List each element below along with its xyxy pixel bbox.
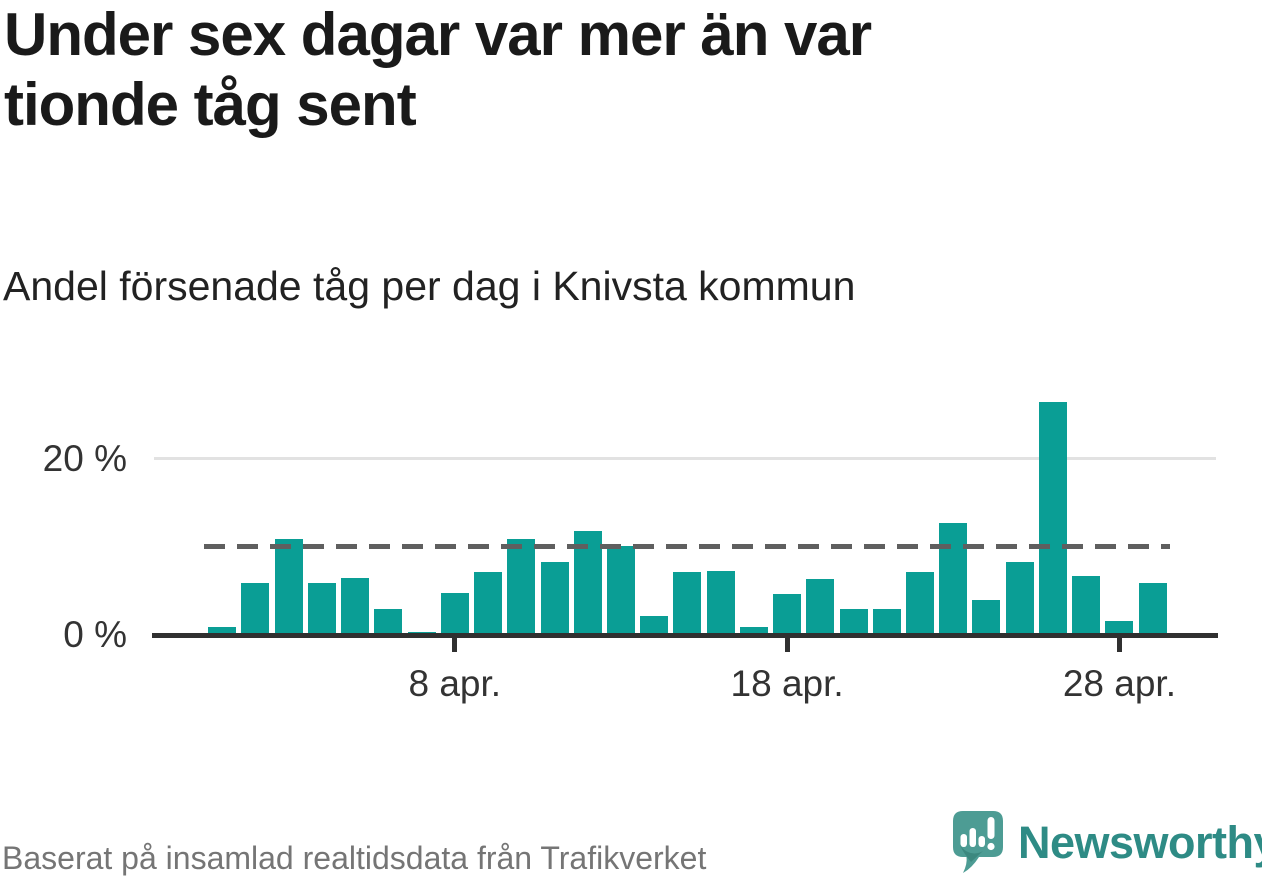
chart-title-line-1: Under sex dagar var mer än var [4, 1, 872, 68]
chart-title: Under sex dagar var mer än var tionde tå… [4, 0, 1154, 140]
x-axis-tick-label: 28 apr. [1062, 663, 1176, 704]
bar-16apr [706, 570, 735, 636]
bar-10apr [507, 538, 536, 636]
bar-29apr [1138, 582, 1167, 636]
logo-bubble-shadow [960, 845, 983, 862]
bar-28apr [1105, 620, 1134, 636]
bar-11apr [540, 561, 569, 636]
bar-4apr [307, 582, 336, 636]
x-axis-tick-label: 18 apr. [730, 663, 844, 704]
bar-22apr [906, 572, 935, 636]
x-axis-tick [784, 638, 790, 652]
bar-8apr [440, 592, 469, 636]
gridline-20-percent [154, 457, 1216, 460]
bar-26apr [1038, 402, 1067, 636]
bar-9apr [474, 572, 503, 636]
x-axis-tick [1116, 638, 1122, 652]
bar-17apr [739, 627, 768, 636]
bar-5apr [341, 578, 370, 636]
source-note: Baserat på insamlad realtidsdata från Tr… [2, 840, 707, 876]
newsworthy-wordmark: Newsworthy [1018, 817, 1262, 868]
bar-23apr [939, 522, 968, 636]
bar-13apr [606, 545, 635, 636]
chart-title-line-2: tionde tåg sent [4, 71, 417, 138]
bar-15apr [673, 572, 702, 636]
bar-21apr [872, 609, 901, 636]
bar-6apr [374, 609, 403, 636]
x-axis-tick-label: 8 apr. [408, 663, 502, 704]
x-axis-tick [452, 638, 458, 652]
y-axis-label-0: 0 % [63, 614, 127, 655]
bar-2apr [241, 582, 270, 636]
bar-3apr [274, 538, 303, 636]
chart-subtitle: Andel försenade tåg per dag i Knivsta ko… [3, 263, 856, 309]
x-axis-line [152, 633, 1218, 638]
bar-1apr [208, 627, 237, 636]
bar-19apr [806, 579, 835, 636]
bar-25apr [1005, 561, 1034, 636]
bar-27apr [1072, 575, 1101, 636]
bar-18apr [773, 594, 802, 636]
bar-20apr [839, 609, 868, 636]
reference-line-10-percent [204, 544, 1170, 549]
bar-24apr [972, 599, 1001, 636]
newsworthy-logo-icon [953, 811, 1003, 873]
bar-14apr [640, 615, 669, 636]
y-axis-label-20: 20 % [42, 438, 127, 479]
